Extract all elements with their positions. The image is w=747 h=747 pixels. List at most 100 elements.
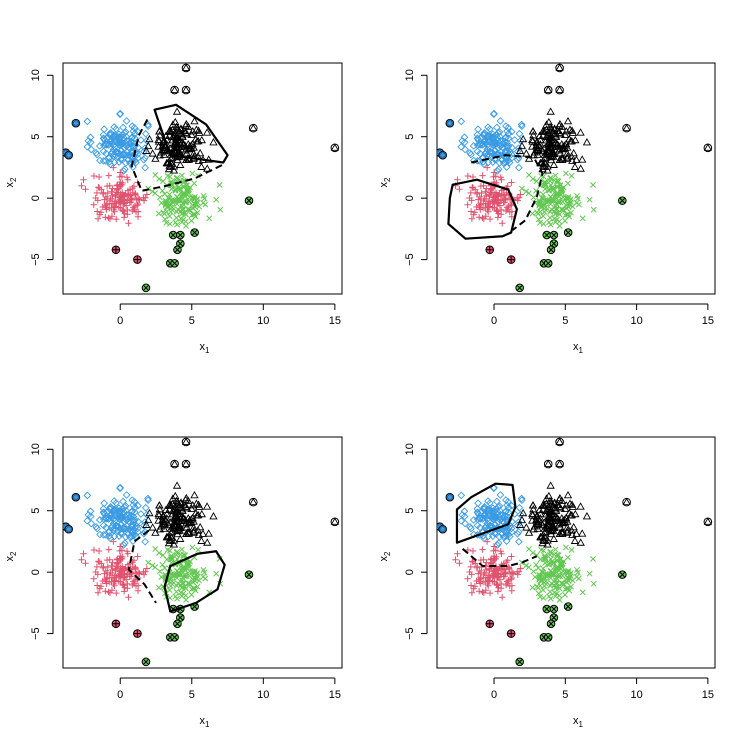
data-point [182, 571, 189, 578]
data-point [515, 537, 523, 546]
data-point [539, 505, 548, 513]
data-point [534, 519, 543, 527]
data-point [112, 125, 120, 133]
data-point [117, 571, 124, 578]
data-point [471, 186, 479, 193]
data-point [117, 564, 124, 572]
data-point [142, 520, 151, 528]
data-point [191, 508, 200, 517]
x-tick-label: 0 [491, 315, 497, 327]
data-point [579, 215, 586, 222]
data-point [572, 529, 581, 537]
data-point [154, 137, 164, 145]
data-point [546, 516, 556, 525]
data-point [517, 494, 526, 503]
data-point [490, 190, 498, 198]
data-point [475, 214, 483, 221]
data-point [187, 504, 196, 512]
data-point [494, 165, 503, 173]
data-point [105, 588, 112, 596]
data-point [494, 539, 503, 547]
data-point [103, 201, 111, 208]
data-point [126, 573, 134, 580]
data-point [703, 143, 713, 151]
data-point [163, 208, 170, 215]
data-point [126, 191, 134, 198]
data-point [533, 561, 540, 568]
data-point [515, 194, 523, 201]
data-point [183, 211, 189, 218]
data-point [165, 195, 172, 202]
data-point [172, 593, 179, 600]
data-point [514, 571, 521, 578]
data-point [107, 136, 116, 145]
data-point [144, 494, 152, 503]
data-point [487, 148, 496, 157]
data-point [497, 585, 505, 592]
series-black [515, 481, 592, 548]
data-point [182, 129, 192, 138]
data-point [478, 189, 485, 197]
data-point [477, 182, 485, 190]
data-point [172, 219, 179, 226]
data-point [518, 134, 528, 143]
data-point [562, 217, 568, 224]
data-point [103, 206, 110, 213]
data-point [542, 120, 551, 128]
data-point [564, 180, 571, 187]
data-point [565, 603, 572, 610]
data-point [492, 130, 501, 139]
data-point [172, 122, 181, 131]
data-point [542, 554, 549, 561]
data-point [486, 499, 494, 507]
data-point [537, 200, 544, 207]
data-point [97, 583, 105, 590]
data-point [136, 196, 143, 204]
x-tick-label: 0 [117, 315, 123, 327]
data-point [445, 119, 454, 128]
data-point [72, 119, 80, 128]
data-point [168, 120, 178, 128]
data-point [483, 519, 492, 528]
data-point [189, 170, 196, 177]
data-point [117, 197, 124, 204]
data-point [571, 135, 580, 144]
data-point [113, 215, 120, 223]
data-point [182, 197, 189, 204]
data-point [523, 188, 530, 195]
data-point [543, 232, 550, 238]
data-point [476, 523, 484, 532]
data-point [467, 524, 475, 533]
series-black [142, 107, 218, 174]
data-point [496, 151, 505, 159]
data-point [106, 578, 113, 586]
data-point [540, 501, 549, 509]
data-point [130, 183, 138, 190]
data-point [200, 566, 207, 573]
data-point [574, 566, 580, 573]
data-point [555, 566, 562, 573]
data-point [548, 246, 555, 253]
data-point [124, 585, 131, 592]
data-point [213, 196, 220, 203]
data-point [505, 563, 512, 571]
data-point [159, 187, 166, 194]
data-point [151, 154, 160, 162]
data-point [120, 214, 128, 221]
data-point [563, 490, 573, 499]
data-point [141, 503, 150, 512]
data-point [116, 109, 125, 118]
data-point [493, 541, 502, 549]
data-point [173, 126, 182, 134]
x-tick-label: 10 [257, 315, 269, 327]
data-point [166, 127, 175, 135]
boundary-dashed [462, 548, 538, 568]
data-point [496, 202, 504, 209]
data-point [546, 155, 556, 164]
data-point [123, 137, 132, 145]
data-point [542, 494, 551, 502]
data-point [551, 138, 560, 146]
data-point [249, 497, 258, 506]
data-point [546, 529, 556, 538]
plot-area [437, 63, 713, 293]
